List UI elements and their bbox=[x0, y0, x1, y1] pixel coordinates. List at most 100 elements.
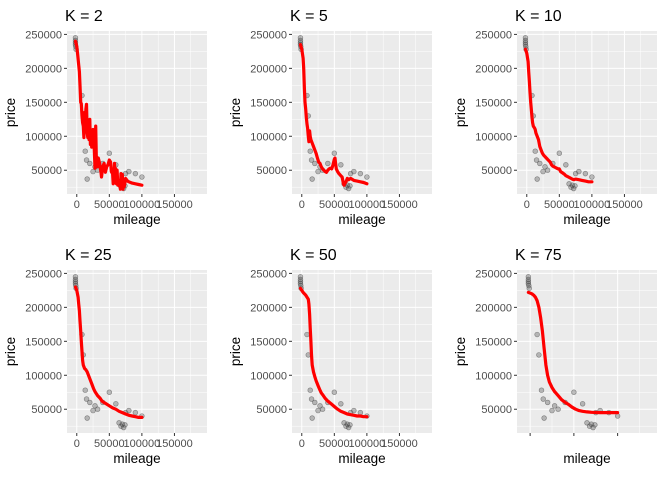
y-tick-label: 150000 bbox=[25, 336, 62, 348]
x-tick-label: 150000 bbox=[381, 438, 418, 450]
data-point bbox=[307, 387, 313, 393]
data-point bbox=[544, 399, 551, 406]
data-point bbox=[113, 401, 119, 407]
data-point bbox=[83, 157, 90, 163]
x-axis-label: mileage bbox=[338, 451, 385, 466]
data-point bbox=[572, 183, 578, 189]
data-point bbox=[312, 399, 318, 406]
data-point bbox=[315, 407, 321, 414]
panel-title: K = 75 bbox=[515, 247, 562, 264]
data-point bbox=[532, 148, 538, 154]
facet-panel-2: 0 500001000001500005000010000015000020000… bbox=[228, 8, 432, 227]
x-tick-label: 0 bbox=[524, 199, 530, 211]
data-point bbox=[87, 399, 93, 406]
panel-title: K = 25 bbox=[65, 247, 112, 264]
y-axis-label: price bbox=[453, 98, 468, 127]
panel-background bbox=[292, 270, 432, 433]
data-point bbox=[126, 407, 132, 414]
x-tick-label: 50000 bbox=[544, 199, 575, 211]
y-tick-label: 100000 bbox=[25, 370, 62, 382]
panel-background bbox=[517, 270, 657, 433]
y-tick-label: 50000 bbox=[481, 165, 512, 177]
panel-background bbox=[67, 270, 207, 433]
y-tick-label: 250000 bbox=[25, 268, 62, 280]
x-axis-label: mileage bbox=[563, 451, 610, 466]
data-point bbox=[90, 168, 96, 175]
x-tick-label: 100000 bbox=[349, 438, 386, 450]
data-point bbox=[533, 157, 540, 163]
data-point bbox=[538, 387, 545, 393]
data-point bbox=[338, 162, 344, 168]
y-tick-label: 250000 bbox=[475, 29, 512, 41]
y-tick-label: 100000 bbox=[475, 370, 512, 382]
y-axis-label: price bbox=[228, 337, 243, 366]
x-tick-label: 100000 bbox=[124, 438, 161, 450]
y-tick-label: 50000 bbox=[256, 165, 287, 177]
x-tick-label: 100000 bbox=[124, 199, 161, 211]
y-tick-label: 100000 bbox=[475, 131, 512, 143]
y-tick-label: 100000 bbox=[250, 131, 287, 143]
facet-panel-4: 0 500001000001500005000010000015000020000… bbox=[3, 247, 207, 466]
data-point bbox=[590, 424, 596, 431]
x-tick-label: 100000 bbox=[574, 199, 611, 211]
y-tick-label: 50000 bbox=[31, 404, 62, 416]
data-point bbox=[540, 168, 546, 175]
y-tick-label: 200000 bbox=[250, 302, 287, 314]
data-point bbox=[525, 278, 532, 285]
panel-title: K = 50 bbox=[290, 247, 337, 264]
panel-title: K = 10 bbox=[515, 8, 562, 25]
data-point bbox=[526, 285, 532, 292]
points-layer bbox=[297, 35, 370, 192]
data-point bbox=[522, 37, 529, 44]
y-axis-label: price bbox=[228, 98, 243, 127]
data-point bbox=[83, 396, 90, 402]
y-tick-label: 250000 bbox=[250, 268, 287, 280]
data-point bbox=[551, 403, 558, 409]
data-point bbox=[351, 407, 357, 414]
x-tick-label: 150000 bbox=[156, 438, 193, 450]
panel-title: K = 5 bbox=[290, 8, 328, 25]
data-point bbox=[315, 168, 321, 175]
data-point bbox=[132, 170, 139, 177]
x-tick-label: 150000 bbox=[156, 199, 193, 211]
data-point bbox=[325, 160, 331, 167]
data-point bbox=[571, 389, 577, 395]
data-point bbox=[347, 183, 353, 189]
data-point bbox=[338, 401, 344, 407]
y-tick-label: 250000 bbox=[25, 29, 62, 41]
data-point bbox=[297, 37, 304, 44]
facet-panel-5: 0 500001000001500005000010000015000020000… bbox=[228, 247, 432, 466]
data-point bbox=[72, 276, 79, 283]
x-tick-label: 0 bbox=[74, 438, 80, 450]
knn-fit-line bbox=[526, 290, 620, 415]
x-axis-label: mileage bbox=[338, 212, 385, 227]
data-point bbox=[331, 389, 338, 395]
data-point bbox=[351, 168, 357, 175]
x-tick-label: 0 bbox=[299, 438, 305, 450]
y-tick-label: 150000 bbox=[25, 97, 62, 109]
data-point bbox=[82, 148, 88, 154]
data-point bbox=[592, 422, 598, 428]
y-tick-label: 150000 bbox=[250, 97, 287, 109]
data-point bbox=[308, 396, 315, 402]
data-point bbox=[534, 331, 540, 338]
knn-fit-line bbox=[73, 285, 144, 419]
data-point bbox=[563, 162, 569, 168]
data-point bbox=[357, 409, 364, 416]
x-tick-label: 100000 bbox=[349, 199, 386, 211]
y-tick-label: 250000 bbox=[475, 268, 512, 280]
y-tick-label: 150000 bbox=[475, 97, 512, 109]
data-point bbox=[555, 406, 561, 412]
x-axis-label: mileage bbox=[563, 212, 610, 227]
data-point bbox=[304, 331, 310, 338]
x-tick-label: 150000 bbox=[606, 199, 643, 211]
data-point bbox=[541, 415, 547, 421]
panel-background bbox=[67, 31, 207, 194]
data-point bbox=[122, 422, 128, 428]
data-point bbox=[132, 409, 139, 416]
data-point bbox=[556, 150, 563, 156]
y-tick-label: 100000 bbox=[25, 131, 62, 143]
facet-panel-1: 0 500001000001500005000010000015000020000… bbox=[3, 8, 207, 227]
